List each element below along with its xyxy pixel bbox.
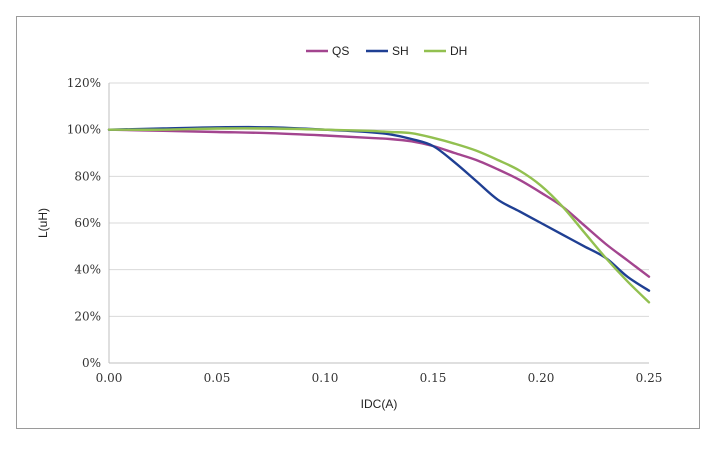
y-axis-label: L(uH) — [36, 208, 50, 238]
legend: QS SH DH — [306, 44, 467, 58]
x-tick-label: 0.05 — [204, 371, 231, 385]
x-tick-label: 0.25 — [636, 371, 663, 385]
x-tick-label: 0.20 — [528, 371, 555, 385]
legend-label-sh: SH — [392, 44, 409, 58]
series-layer — [107, 125, 651, 304]
series-line-sh — [107, 125, 651, 292]
y-tick-label: 60% — [74, 216, 101, 230]
series-line-dh — [107, 127, 651, 304]
y-tick-label: 120% — [67, 76, 101, 90]
y-tick-label: 0% — [82, 356, 101, 370]
y-tick-label: 100% — [67, 123, 101, 137]
chart-frame: 0% 20% 40% 60% 80% 100% 120% 0.00 0.05 0.10 0.15 0… — [16, 16, 700, 429]
y-tick-label: 20% — [74, 309, 101, 323]
y-tick-label: 80% — [74, 169, 101, 183]
legend-label-qs: QS — [332, 44, 349, 58]
y-tick-labels: 0% 20% 40% 60% 80% 100% 120% — [67, 76, 101, 370]
legend-label-dh: DH — [450, 44, 467, 58]
y-tick-label: 40% — [74, 263, 101, 277]
gridlines — [109, 82, 649, 364]
x-tick-labels: 0.00 0.05 0.10 0.15 0.20 0.25 — [96, 371, 663, 385]
x-axis-label: IDC(A) — [361, 397, 398, 411]
line-chart: 0%20%40%60%80%100%120% 0.00 0.05 0.10 0.15 0… — [36, 44, 663, 411]
x-tick-label: 0.10 — [312, 371, 339, 385]
x-tick-label: 0.15 — [420, 371, 447, 385]
x-tick-label: 0.00 — [96, 371, 123, 385]
series-line-qs — [107, 128, 651, 278]
